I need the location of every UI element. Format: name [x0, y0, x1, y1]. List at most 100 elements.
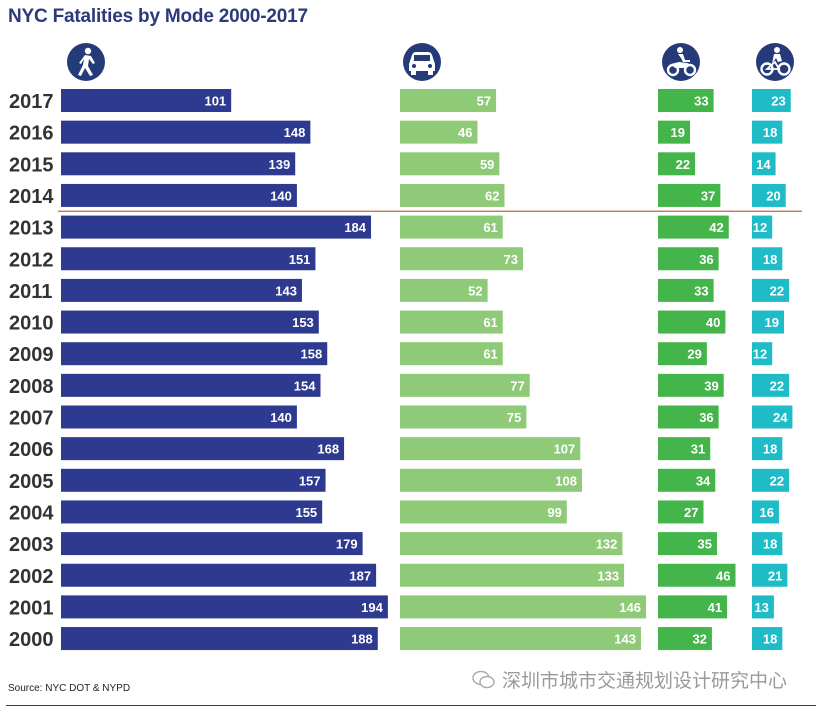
- value-label-motorist: 73: [504, 252, 518, 267]
- value-label-motorist: 99: [547, 505, 561, 520]
- bar-pedestrian: [61, 120, 311, 144]
- pedestrian-icon: [67, 43, 105, 81]
- year-label: 2009: [9, 344, 54, 366]
- year-label: 2012: [9, 249, 54, 271]
- bar-motorist: [400, 152, 500, 176]
- value-label-pedestrian: 157: [299, 473, 321, 488]
- bar-motorcyclist: [658, 500, 704, 524]
- value-label-pedestrian: 179: [336, 537, 358, 552]
- bar-motorcyclist: [658, 373, 724, 397]
- watermark: 深圳市城市交通规划设计研究中心: [472, 666, 787, 693]
- year-label: 2003: [9, 534, 54, 556]
- bar-cyclist: [752, 500, 779, 524]
- bar-motorist: [400, 468, 582, 492]
- bar-pedestrian: [61, 500, 323, 524]
- year-label: 2010: [9, 313, 54, 335]
- value-label-cyclist: 18: [763, 252, 777, 267]
- year-label: 2013: [9, 218, 54, 240]
- bar-motorist: [400, 183, 505, 207]
- value-label-cyclist: 22: [770, 473, 784, 488]
- value-label-motorcyclist: 42: [709, 220, 723, 235]
- value-label-cyclist: 22: [770, 378, 784, 393]
- bar-cyclist: [752, 563, 788, 587]
- bar-motorcyclist: [658, 437, 711, 461]
- value-label-motorist: 146: [619, 600, 641, 615]
- bar-cyclist: [752, 468, 790, 492]
- year-label: 2011: [9, 281, 52, 303]
- bar-pedestrian: [61, 437, 345, 461]
- bar-cyclist: [752, 278, 790, 302]
- bar-pedestrian: [61, 342, 328, 366]
- value-label-cyclist: 12: [753, 347, 767, 362]
- value-label-pedestrian: 140: [270, 410, 292, 425]
- bar-pedestrian: [61, 532, 363, 556]
- wechat-icon: [472, 670, 495, 688]
- bottom-rule: [6, 705, 816, 706]
- value-label-motorcyclist: 36: [699, 410, 713, 425]
- value-label-motorist: 143: [614, 632, 636, 647]
- chart-title: NYC Fatalities by Mode 2000-2017: [8, 6, 308, 27]
- value-label-motorcyclist: 37: [701, 188, 715, 203]
- value-label-motorist: 75: [507, 410, 521, 425]
- bar-cyclist: [752, 595, 774, 619]
- bar-motorcyclist: [658, 89, 714, 112]
- bar-motorcyclist: [658, 152, 696, 176]
- bar-motorcyclist: [658, 183, 721, 207]
- bar-motorist: [400, 342, 503, 366]
- bar-motorcyclist: [658, 120, 691, 144]
- motorcycle-icon: [662, 43, 700, 81]
- year-label: 2014: [9, 186, 54, 208]
- bar-cyclist: [752, 532, 783, 556]
- value-label-cyclist: 18: [763, 442, 777, 457]
- value-label-motorist: 77: [510, 378, 524, 393]
- value-label-cyclist: 18: [763, 632, 777, 647]
- bar-motorcyclist: [658, 278, 714, 302]
- bar-motorcyclist: [658, 532, 717, 556]
- bar-cyclist: [752, 89, 791, 112]
- bar-cyclist: [752, 152, 776, 176]
- year-labels: 2017 2016 2015 2014 2013 2012 2011 2010 2009 2008…: [9, 91, 54, 651]
- value-label-motorcyclist: 33: [694, 283, 708, 298]
- bar-motorcyclist: [658, 342, 707, 366]
- value-label-motorcyclist: 34: [696, 473, 711, 488]
- car-icon: [403, 43, 441, 81]
- value-label-cyclist: 23: [771, 94, 785, 109]
- bar-motorist: [400, 373, 530, 397]
- value-label-pedestrian: 153: [292, 315, 314, 330]
- value-label-pedestrian: 151: [289, 252, 311, 267]
- value-label-motorcyclist: 39: [704, 378, 718, 393]
- year-label: 2001: [9, 597, 54, 619]
- bar-motorist: [400, 89, 497, 112]
- value-label-motorist: 62: [485, 188, 499, 203]
- value-label-pedestrian: 188: [351, 632, 373, 647]
- value-label-cyclist: 20: [766, 188, 780, 203]
- value-label-motorcyclist: 22: [676, 157, 690, 172]
- value-label-pedestrian: 187: [349, 568, 371, 583]
- bar-cyclist: [752, 437, 783, 461]
- value-label-cyclist: 18: [763, 125, 777, 140]
- bars: [61, 89, 793, 651]
- year-label: 2004: [9, 502, 54, 524]
- bar-cyclist: [752, 120, 783, 144]
- source-note: Source: NYC DOT & NYPD: [8, 683, 131, 694]
- year-label: 2000: [9, 629, 54, 651]
- bar-motorcyclist: [658, 468, 716, 492]
- value-label-motorist: 57: [477, 94, 491, 109]
- year-label: 2002: [9, 566, 54, 588]
- bar-motorist: [400, 278, 488, 302]
- value-label-pedestrian: 168: [317, 442, 339, 457]
- year-label: 2016: [9, 123, 54, 145]
- value-label-motorcyclist: 27: [684, 505, 698, 520]
- value-label-cyclist: 12: [753, 220, 767, 235]
- value-label-pedestrian: 154: [294, 378, 316, 393]
- bar-cyclist: [752, 310, 785, 334]
- value-label-motorist: 132: [596, 537, 618, 552]
- bar-motorcyclist: [658, 563, 736, 587]
- year-label: 2008: [9, 376, 54, 398]
- value-label-motorcyclist: 29: [687, 347, 701, 362]
- value-label-motorist: 46: [458, 125, 472, 140]
- value-label-motorist: 61: [483, 315, 497, 330]
- value-label-motorcyclist: 19: [671, 125, 685, 140]
- bar-cyclist: [752, 405, 793, 429]
